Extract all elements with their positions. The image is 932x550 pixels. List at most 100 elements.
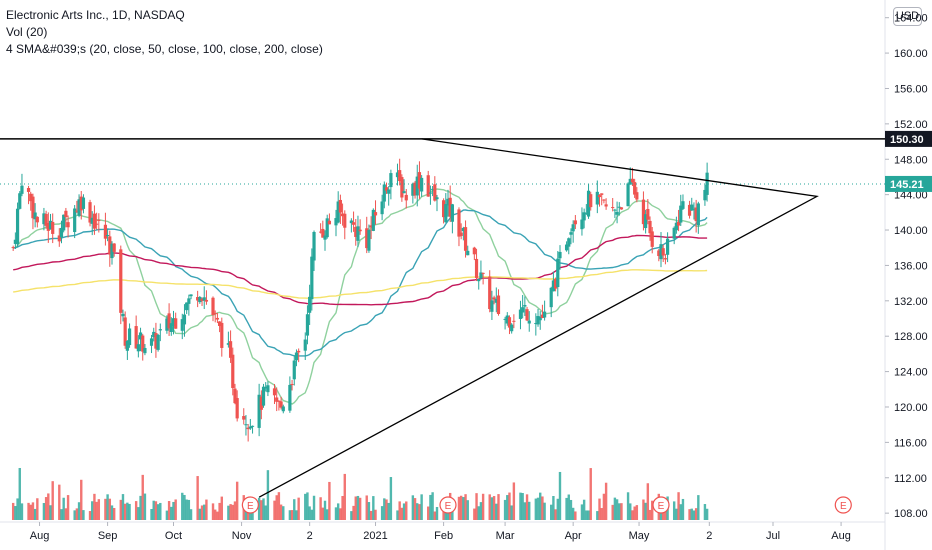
candle-body (527, 320, 531, 324)
volume-bar (185, 499, 188, 520)
candle-body (51, 221, 55, 234)
volume-bar (211, 503, 215, 520)
earnings-marker[interactable] (834, 496, 852, 514)
volume-bar (565, 497, 568, 520)
candle-body (690, 204, 694, 211)
triangle-pattern (258, 138, 819, 498)
candle-body (15, 208, 20, 245)
earnings-marker-label: E (445, 501, 452, 512)
candle-body (580, 219, 584, 230)
sma-line-200 (13, 269, 708, 300)
candle-body (534, 323, 538, 325)
volume-bar (679, 504, 682, 520)
candle-body (127, 328, 132, 346)
candle-body (351, 222, 356, 225)
volume-indicator-label[interactable]: Vol (20) (6, 25, 48, 39)
volume-bar (558, 471, 562, 520)
volume-bar (93, 493, 96, 520)
candle-body (169, 323, 173, 332)
volume-bar (312, 495, 316, 520)
volume-bar (165, 510, 169, 520)
volume-bar (413, 498, 417, 520)
candle-body (288, 384, 292, 411)
candle-body (143, 347, 147, 354)
volume-bar (174, 499, 177, 520)
volume-bar (80, 479, 83, 520)
candle-body (121, 313, 125, 317)
candle-body (371, 209, 375, 231)
candle-body (584, 212, 588, 214)
candle-body (77, 199, 81, 216)
candle-body (663, 258, 667, 260)
candle-body (433, 184, 437, 201)
volume-bar (308, 506, 311, 520)
volume-bar (495, 503, 498, 520)
x-tick-label: Aug (30, 530, 50, 542)
volume-bar (49, 505, 52, 520)
volume-bar (503, 499, 507, 520)
candle-body (185, 302, 189, 311)
volume-bar (365, 495, 368, 520)
volume-bar (521, 493, 524, 520)
volume-bar (372, 496, 375, 520)
volume-bar (260, 500, 263, 520)
volume-bar (398, 501, 401, 520)
candle-body (380, 201, 384, 215)
candle-body (156, 334, 160, 350)
x-tick-label: Mar (496, 530, 515, 542)
volume-bar (14, 506, 17, 520)
candle-body (694, 207, 698, 222)
candle-body (259, 396, 263, 410)
volume-bar (481, 493, 485, 520)
volume-bar (587, 510, 590, 520)
candle-body (703, 189, 707, 201)
earnings-marker[interactable] (439, 496, 457, 514)
candle-body (75, 210, 79, 212)
volume-bar (508, 492, 511, 520)
candle-body (250, 425, 255, 427)
candle-body (97, 219, 101, 221)
candle-body (294, 352, 299, 361)
candle-body (233, 388, 237, 404)
candle-body (349, 220, 353, 224)
candle-body (106, 235, 110, 237)
volume-bar (275, 495, 278, 520)
volume-bar (20, 503, 24, 520)
volume-bar (321, 507, 325, 520)
volume-bar (159, 502, 162, 520)
volume-bar (596, 511, 599, 520)
candle-body (564, 244, 569, 251)
volume-bar (675, 508, 678, 520)
last-price-label: 145.21 (890, 179, 924, 191)
candle-body (641, 199, 646, 225)
volume-bar (112, 507, 116, 520)
volume-bar (343, 473, 346, 520)
candle-body (389, 173, 393, 188)
candle-body (308, 296, 312, 313)
volume-bar (29, 504, 32, 520)
sma-indicator-label[interactable]: 4 SMA&#039;s (20, close, 50, close, 100,… (6, 42, 323, 56)
candle-body (444, 204, 448, 223)
volume-bar (36, 498, 39, 520)
candle-body (571, 224, 575, 232)
candle-body (633, 182, 637, 195)
volume-bar (262, 498, 265, 520)
candle-body (112, 243, 116, 252)
candle-body (510, 324, 514, 332)
volume-bar (427, 506, 430, 520)
symbol-title: Electronic Arts Inc., 1D, NASDAQ (6, 8, 185, 22)
volume-bar (295, 510, 298, 520)
volume-bar (95, 501, 98, 520)
candle-body (218, 321, 222, 326)
volume-bar (620, 503, 623, 520)
y-tick-label: 124.00 (894, 367, 928, 379)
volume-bar (51, 481, 54, 520)
candle-body (477, 278, 481, 282)
currency-button[interactable]: USD (893, 7, 922, 26)
earnings-marker[interactable] (241, 496, 259, 514)
candle-body (472, 247, 476, 255)
volume-bar (328, 481, 331, 520)
earnings-marker[interactable] (652, 496, 670, 514)
volume-bar (97, 499, 101, 520)
